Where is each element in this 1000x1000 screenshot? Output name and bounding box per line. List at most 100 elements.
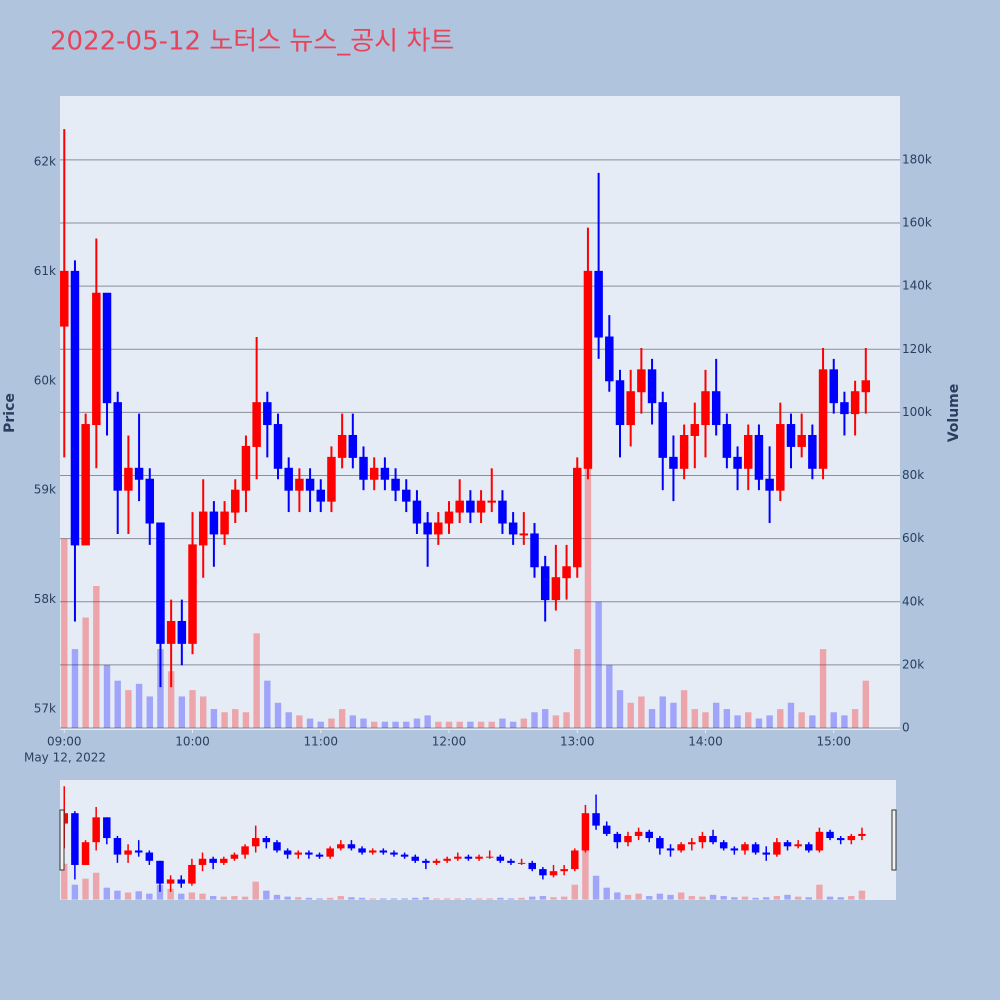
slider-candle-body xyxy=(432,860,441,863)
slider-volume-bar xyxy=(858,890,866,900)
slider-volume-bar xyxy=(848,896,855,900)
volume-bar xyxy=(670,702,677,729)
candle-body xyxy=(231,489,240,513)
slider-volume-bar xyxy=(667,894,674,900)
slider-volume-bar xyxy=(443,898,451,900)
volume-bar xyxy=(488,721,495,729)
y2-tick-label: 40k xyxy=(902,594,924,608)
slider-candle-body xyxy=(751,844,760,853)
candle-body xyxy=(562,566,571,579)
y2-tick-label: 100k xyxy=(902,405,932,419)
slider-candle-body xyxy=(549,871,558,876)
slider-volume-bar xyxy=(571,884,578,900)
volume-bar xyxy=(755,718,763,729)
candle-body xyxy=(786,424,796,447)
slider-volume-bar xyxy=(646,896,653,900)
slider-volume-bar xyxy=(603,887,610,900)
slider-volume-bar xyxy=(614,892,621,900)
slider-candle-body xyxy=(347,844,356,849)
candle-body xyxy=(380,467,390,480)
x-tick-label: 10:00 xyxy=(175,735,210,749)
volume-bar xyxy=(135,683,143,729)
volume-bar xyxy=(477,721,485,729)
slider-candle-body xyxy=(71,813,79,865)
candle-body xyxy=(198,511,208,546)
volume-bar xyxy=(638,696,645,729)
slider-volume-bar xyxy=(295,897,302,900)
slider-volume-bar xyxy=(263,890,270,900)
volume-bar xyxy=(413,718,421,729)
volume-bar xyxy=(563,712,570,729)
slider-volume-bar xyxy=(284,896,291,900)
slider-volume-bar xyxy=(837,897,844,900)
y2-tick-label: 0 xyxy=(902,721,910,735)
volume-bar xyxy=(296,715,303,729)
candle-body xyxy=(797,434,806,447)
slider-candle-body xyxy=(251,838,260,847)
candle-body xyxy=(487,500,496,503)
volume-bar xyxy=(595,601,602,729)
slider-volume-bar xyxy=(816,884,823,900)
candle-body xyxy=(156,522,165,644)
plot-area xyxy=(60,96,900,730)
slider-volume-bar xyxy=(358,897,366,900)
x-date-label: May 12, 2022 xyxy=(24,751,106,765)
slider-candle-body xyxy=(220,858,228,863)
slider-volume-bar xyxy=(773,896,781,900)
volume-bar xyxy=(285,712,292,729)
candle-body xyxy=(605,336,614,382)
slider-candle-body xyxy=(613,833,622,843)
candle-body xyxy=(754,434,764,480)
candle-body xyxy=(722,424,732,458)
slider-volume-bar xyxy=(103,887,111,900)
y2-tick-label: 60k xyxy=(902,531,924,545)
slider-candle-body xyxy=(762,852,770,855)
candle-body xyxy=(284,467,293,491)
candle-body xyxy=(92,292,101,426)
slider-candle-body xyxy=(81,842,90,865)
slider-volume-bar xyxy=(784,894,791,900)
slider-volume-bar xyxy=(241,896,249,900)
candle-body xyxy=(391,478,400,491)
volume-bar xyxy=(851,709,859,729)
slider-candle-body xyxy=(847,835,856,841)
slider-candle-body xyxy=(390,852,398,855)
volume-bar xyxy=(680,690,688,729)
slider-candle-body xyxy=(443,858,451,861)
slider-candle-body xyxy=(241,846,249,855)
slider-volume-bar xyxy=(635,893,642,900)
slider-candle-body xyxy=(677,844,685,851)
volume-bar xyxy=(702,712,709,729)
y-tick-label: 61k xyxy=(34,264,56,278)
volume-bar xyxy=(541,709,549,729)
slider-volume-bar xyxy=(656,893,664,900)
y2-tick-label: 140k xyxy=(902,279,932,293)
volume-bar xyxy=(349,715,357,729)
volume-bar xyxy=(509,721,517,729)
slider-candle-body xyxy=(698,835,707,843)
slider-candle-body xyxy=(262,838,271,843)
range-slider[interactable] xyxy=(60,780,896,900)
slider-candle-body xyxy=(730,848,739,851)
volume-bar xyxy=(616,690,624,729)
slider-volume-bar xyxy=(486,898,493,900)
slider-volume-bar xyxy=(731,897,738,900)
slider-volume-bar xyxy=(582,845,589,900)
volume-bar xyxy=(777,709,784,729)
volume-bar xyxy=(435,721,442,729)
slider-volume-bar xyxy=(209,896,217,900)
candle-body xyxy=(733,456,742,469)
volume-bar xyxy=(766,715,773,729)
volume-bar xyxy=(648,709,656,729)
slider-volume-bar xyxy=(390,898,398,900)
slider-candle-body xyxy=(826,831,834,839)
volume-bar xyxy=(306,718,314,729)
volume-bar xyxy=(360,718,367,729)
candle-body xyxy=(701,391,710,426)
candle-body xyxy=(455,500,464,513)
volume-bar xyxy=(264,680,271,729)
slider-candle-body xyxy=(92,817,100,843)
slider-handle[interactable] xyxy=(59,809,65,871)
slider-handle[interactable] xyxy=(891,809,897,871)
slider-volume-bar xyxy=(114,890,121,900)
